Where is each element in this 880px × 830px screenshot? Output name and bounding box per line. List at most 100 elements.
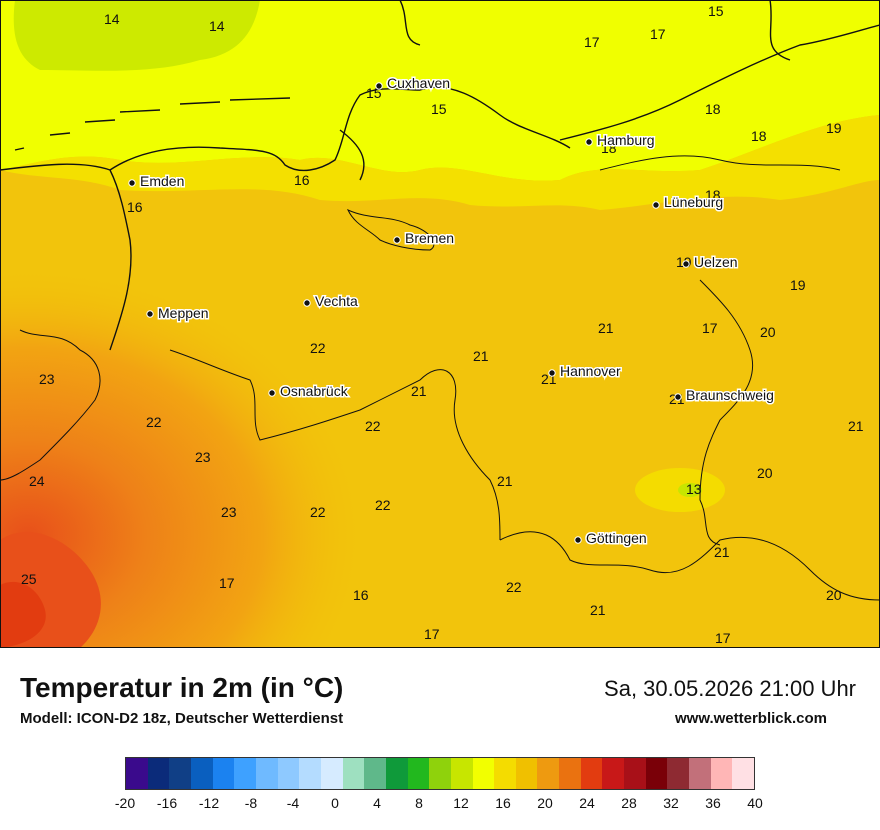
city-vechta[interactable]: Vechta Vechta (303, 292, 360, 311)
color-scale-swatch (126, 758, 148, 789)
city-meppen[interactable]: Meppen Meppen (146, 304, 210, 323)
color-scale-swatch (602, 758, 625, 789)
color-scale-swatch (169, 758, 191, 789)
color-scale-swatch (342, 758, 365, 789)
color-scale-swatch (212, 758, 235, 789)
svg-text:Bremen: Bremen (405, 230, 454, 246)
color-scale-swatch (667, 758, 690, 789)
svg-text:Uelzen: Uelzen (694, 254, 738, 270)
svg-text:Osnabrück: Osnabrück (280, 383, 349, 399)
svg-text:22: 22 (310, 504, 326, 520)
svg-text:Vechta: Vechta (315, 293, 358, 309)
svg-text:21: 21 (497, 473, 513, 489)
svg-text:Hamburg: Hamburg (597, 132, 655, 148)
svg-text:17: 17 (219, 575, 235, 591)
warm-zone (0, 200, 560, 648)
city-hannover[interactable]: Hannover Hannover (548, 362, 623, 381)
color-scale-tick: -20 (114, 795, 136, 811)
svg-text:22: 22 (365, 418, 381, 434)
state-borders (0, 155, 880, 601)
svg-text:22: 22 (375, 497, 391, 513)
city-bremen[interactable]: Bremen Bremen (393, 229, 456, 248)
color-scale-swatch (624, 758, 646, 789)
svg-text:Meppen: Meppen (158, 305, 209, 321)
svg-text:Braunschweig: Braunschweig (686, 387, 774, 403)
svg-text:21: 21 (590, 602, 606, 618)
color-scale-tick: -4 (286, 795, 300, 811)
svg-text:23: 23 (195, 449, 211, 465)
svg-text:17: 17 (715, 630, 731, 646)
temperature-map[interactable]: 14 14 15 17 17 15 15 18 18 19 18 16 16 1… (0, 0, 880, 648)
svg-text:Vechta: Vechta (315, 293, 358, 309)
color-scale-tick: 0 (331, 795, 339, 811)
svg-text:21: 21 (848, 418, 864, 434)
svg-text:23: 23 (221, 504, 237, 520)
city-uelzen[interactable]: Uelzen Uelzen (682, 253, 739, 272)
temperature-labels: 14 14 15 17 17 15 15 18 18 19 18 16 16 1… (21, 3, 864, 646)
svg-text:Cuxhaven: Cuxhaven (387, 75, 450, 91)
city-osnabrueck[interactable]: Osnabrück Osnabrück (268, 382, 350, 401)
svg-text:Osnabrück: Osnabrück (280, 383, 349, 399)
color-scale-swatch (645, 758, 668, 789)
city-cuxhaven[interactable]: Cuxhaven Cuxhaven (375, 74, 452, 93)
color-scale-swatch (450, 758, 473, 789)
svg-text:16: 16 (127, 199, 143, 215)
svg-text:Hannover: Hannover (560, 363, 621, 379)
color-scale-swatch (472, 758, 495, 789)
svg-text:21: 21 (473, 348, 489, 364)
svg-text:Lüneburg: Lüneburg (664, 194, 723, 210)
svg-text:18: 18 (705, 101, 721, 117)
color-scale-tick: 4 (373, 795, 381, 811)
svg-text:21: 21 (714, 544, 730, 560)
svg-text:22: 22 (506, 579, 522, 595)
svg-text:18: 18 (601, 140, 617, 156)
color-scale-swatch (385, 758, 408, 789)
coastline (0, 0, 880, 351)
website-link[interactable]: www.wetterblick.com (675, 710, 827, 727)
svg-text:Hamburg: Hamburg (597, 132, 655, 148)
color-scale-tick: 28 (621, 795, 637, 811)
city-goettingen[interactable]: Göttingen Göttingen (574, 529, 648, 548)
model-info: Modell: ICON-D2 18z, Deutscher Wetterdie… (20, 710, 344, 727)
color-scale-swatch (689, 758, 711, 789)
forecast-datetime: Sa, 30.05.2026 21:00 Uhr (604, 676, 856, 701)
color-scale-swatch (277, 758, 300, 789)
svg-text:14: 14 (104, 11, 120, 27)
color-scale-swatch (429, 758, 451, 789)
svg-text:17: 17 (424, 626, 440, 642)
city-hamburg[interactable]: Hamburg Hamburg (585, 131, 656, 150)
svg-text:Emden: Emden (140, 173, 184, 189)
svg-text:17: 17 (702, 320, 718, 336)
color-scale-swatch (364, 758, 386, 789)
cool-spot-core (678, 483, 702, 497)
color-scale-swatch (299, 758, 321, 789)
color-scale (125, 757, 755, 790)
color-scale-tick: 20 (537, 795, 553, 811)
color-scale-swatch (559, 758, 581, 789)
color-scale-swatch (580, 758, 603, 789)
color-scale-tick: 32 (663, 795, 679, 811)
color-scale-swatch (190, 758, 213, 789)
svg-text:Uelzen: Uelzen (694, 254, 738, 270)
city-braunschweig[interactable]: Braunschweig Braunschweig (674, 386, 775, 405)
color-scale-tick: 36 (705, 795, 721, 811)
color-scale-swatch (320, 758, 343, 789)
color-scale-tick: -8 (244, 795, 258, 811)
svg-text:20: 20 (826, 587, 842, 603)
svg-text:15: 15 (708, 3, 724, 19)
color-scale-tick: 40 (747, 795, 763, 811)
svg-text:19: 19 (790, 277, 806, 293)
map-title: Temperatur in 2m (in °C) (20, 672, 344, 703)
svg-text:17: 17 (650, 26, 666, 42)
city-lueneburg[interactable]: Lüneburg Lüneburg (652, 193, 725, 212)
color-scale-swatch (515, 758, 538, 789)
svg-text:Göttingen: Göttingen (586, 530, 647, 546)
svg-text:19: 19 (826, 120, 842, 136)
color-scale-ticks: -20 -16 -12 -8 -4 0 4 8 12 16 20 24 28 32 36 40 (0, 795, 880, 815)
color-scale-swatch (407, 758, 430, 789)
svg-text:18: 18 (751, 128, 767, 144)
svg-text:21: 21 (411, 383, 427, 399)
svg-text:Emden: Emden (140, 173, 184, 189)
svg-text:Meppen: Meppen (158, 305, 209, 321)
city-emden[interactable]: Emden Emden (128, 172, 186, 191)
